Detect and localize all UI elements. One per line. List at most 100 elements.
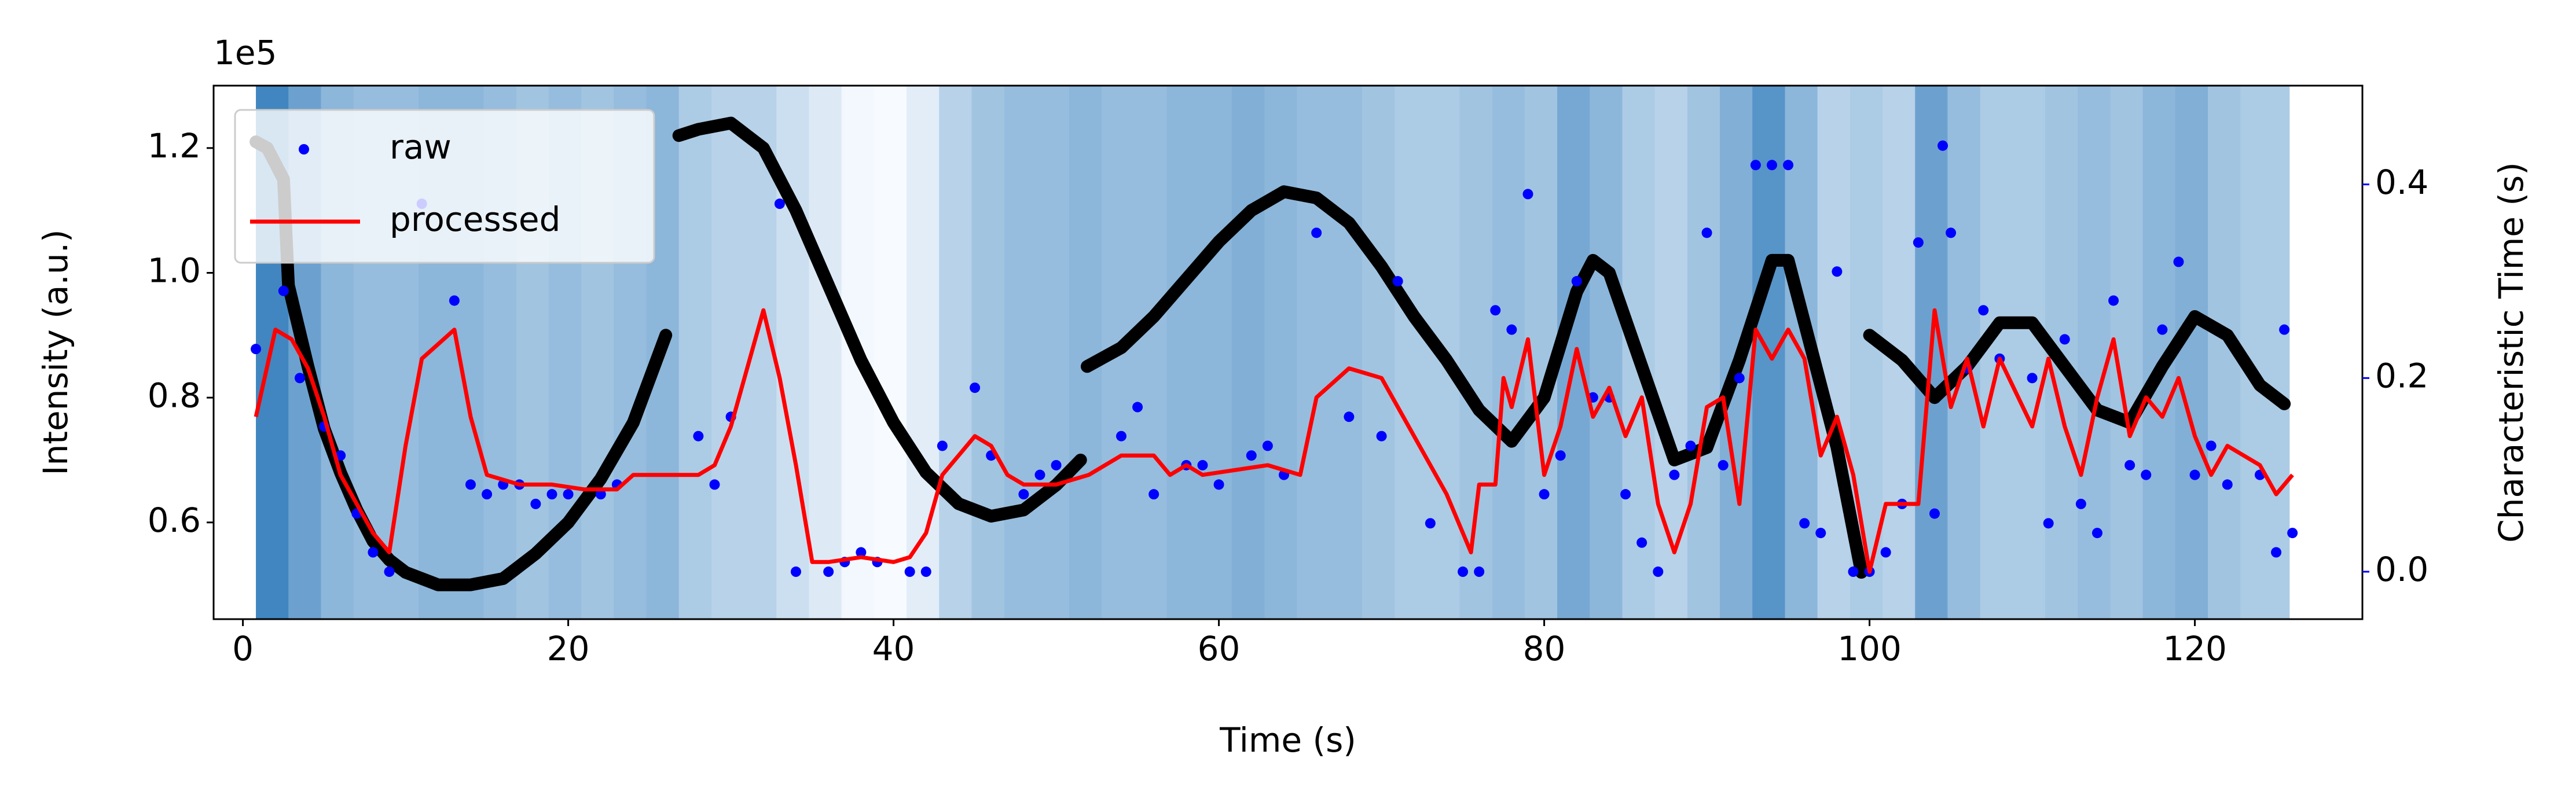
heatmap-cell (874, 86, 907, 619)
raw-point (2173, 256, 2184, 267)
heatmap-cell (776, 86, 810, 619)
legend: raw processed (234, 109, 655, 264)
raw-point (563, 489, 574, 500)
raw-point (251, 344, 262, 355)
raw-point (1555, 450, 1566, 461)
raw-point (774, 198, 785, 209)
raw-point (1376, 431, 1387, 442)
raw-point (1636, 537, 1647, 548)
raw-point (2075, 498, 2086, 509)
heatmap-cell (1166, 86, 1200, 619)
heatmap-cell (1264, 86, 1298, 619)
raw-point (1197, 459, 1208, 470)
y2-tick-label: 0.4 (2375, 163, 2428, 202)
heatmap-cell (1817, 86, 1851, 619)
heatmap-cell (1459, 86, 1493, 619)
y-axis-label: Intensity (a.u.) (36, 229, 75, 475)
raw-point (278, 285, 289, 296)
raw-point (1474, 566, 1485, 577)
heatmap-cell (1069, 86, 1103, 619)
raw-point (1701, 227, 1712, 238)
raw-point (1392, 276, 1403, 287)
raw-point (1929, 508, 1940, 519)
heatmap-cell (711, 86, 744, 619)
raw-point (1848, 566, 1859, 577)
heatmap-cell (939, 86, 973, 619)
y2-axis-label: Characteristic Time (s) (2491, 162, 2531, 543)
raw-point (1490, 305, 1501, 316)
x-axis-label: Time (s) (1219, 720, 1356, 760)
raw-point (709, 479, 720, 490)
legend-box (234, 109, 655, 264)
heatmap-cell (678, 86, 712, 619)
raw-point (1425, 518, 1436, 529)
raw-point (2108, 295, 2119, 306)
raw-point (1034, 469, 1045, 480)
heatmap-cell (2012, 86, 2046, 619)
raw-point (1262, 440, 1273, 451)
raw-point (856, 547, 867, 558)
plot-area (249, 86, 2298, 619)
x-tick-label: 80 (1523, 629, 1566, 668)
raw-point (1311, 227, 1322, 238)
heatmap-cell (1036, 86, 1070, 619)
heatmap-cell (1980, 86, 2013, 619)
heatmap-cell (1134, 86, 1168, 619)
heatmap-cell (2273, 86, 2290, 619)
axes-frame (212, 84, 2364, 620)
raw-point (823, 566, 834, 577)
y-offset-label: 1e5 (214, 33, 277, 72)
y-tick-label: 1.0 (148, 251, 201, 290)
heatmap-cell (1362, 86, 1395, 619)
raw-point (384, 566, 395, 577)
raw-point (1799, 518, 1810, 529)
raw-point (1115, 431, 1126, 442)
y2-tick-label: 0.2 (2375, 356, 2428, 395)
x-tick-label: 20 (547, 629, 590, 668)
raw-point (1913, 237, 1924, 248)
heatmap-cell (1004, 86, 1037, 619)
raw-point (449, 295, 460, 306)
heatmap-cell (1492, 86, 1525, 619)
heatmap-cell (1199, 86, 1232, 619)
raw-point (1734, 373, 1745, 384)
raw-point (482, 489, 493, 500)
raw-point (2279, 324, 2290, 335)
raw-point (1539, 489, 1550, 500)
raw-point (2059, 334, 2070, 345)
raw-point (1132, 402, 1143, 413)
heatmap-cell (1687, 86, 1720, 619)
x-tick-label: 0 (232, 629, 254, 668)
raw-point (1783, 160, 1794, 171)
heatmap-cell (1329, 86, 1363, 619)
raw-point (2206, 440, 2217, 451)
raw-point (2222, 479, 2233, 490)
raw-point (294, 373, 305, 384)
raw-point (2027, 373, 2038, 384)
heatmap-cell (2078, 86, 2111, 619)
heatmap-cell (2175, 86, 2208, 619)
legend-label: raw (390, 127, 452, 167)
legend-marker (299, 144, 309, 154)
heatmap-cell (971, 86, 1005, 619)
heatmap-cell (809, 86, 842, 619)
raw-point (1620, 489, 1631, 500)
raw-point (1766, 160, 1777, 171)
raw-point (2141, 469, 2152, 480)
raw-point (368, 547, 379, 558)
raw-point (937, 440, 948, 451)
raw-point (1718, 459, 1729, 470)
raw-point (904, 566, 915, 577)
raw-point (1148, 489, 1159, 500)
y-tick-label: 1.2 (148, 126, 201, 165)
raw-point (1571, 276, 1582, 287)
x-tick-label: 120 (2163, 629, 2227, 668)
raw-point (2189, 469, 2200, 480)
raw-point (1937, 140, 1948, 151)
raw-point (920, 566, 931, 577)
raw-point (1880, 547, 1891, 558)
raw-point (1832, 266, 1843, 277)
raw-point (1213, 479, 1224, 490)
raw-point (546, 489, 557, 500)
raw-point (1669, 469, 1680, 480)
